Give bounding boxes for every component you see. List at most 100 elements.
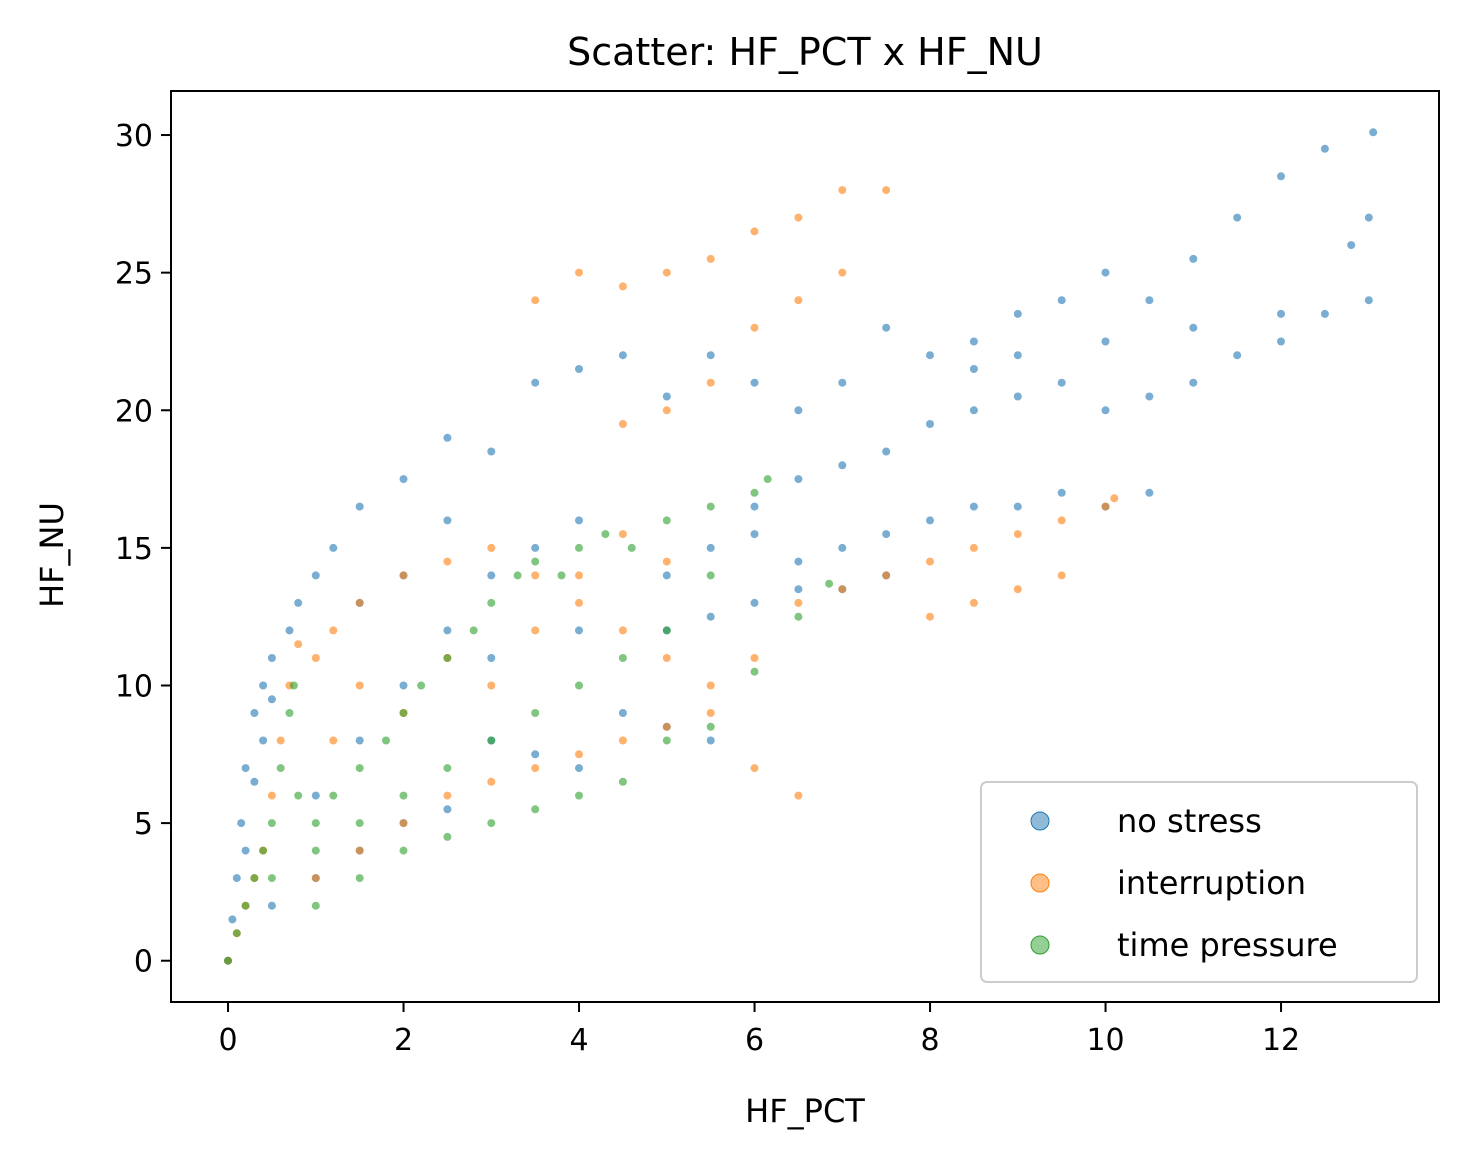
data-point <box>794 475 803 484</box>
data-point <box>969 406 978 415</box>
data-point <box>575 750 583 759</box>
data-point <box>1101 337 1110 346</box>
data-point <box>259 846 268 855</box>
data-point <box>232 874 241 883</box>
data-point <box>1364 296 1373 305</box>
legend-marker-time-pressure <box>1030 935 1050 955</box>
data-point <box>1101 406 1110 415</box>
data-point <box>355 598 364 607</box>
data-point <box>531 764 540 773</box>
data-point <box>487 571 496 580</box>
data-point <box>794 557 803 566</box>
data-point <box>259 681 268 690</box>
x-tick-label: 4 <box>569 1023 588 1058</box>
data-point <box>285 626 294 635</box>
data-point <box>1013 392 1022 401</box>
data-point <box>706 543 715 552</box>
data-point <box>355 502 364 511</box>
data-point <box>224 956 232 965</box>
legend-marker-no-stress <box>1030 811 1050 831</box>
data-point <box>1189 254 1198 263</box>
data-point <box>399 846 408 855</box>
data-point <box>882 447 891 456</box>
data-point <box>575 626 583 635</box>
data-point <box>267 654 276 662</box>
y-tick-label: 5 <box>134 807 153 842</box>
y-axis-ticks: 0 5 10 15 20 25 30 <box>115 119 171 980</box>
data-point <box>1233 213 1242 222</box>
data-point <box>575 681 583 690</box>
data-point <box>706 736 715 745</box>
data-point <box>1013 585 1022 594</box>
data-point <box>926 612 934 621</box>
legend-label-time-pressure: time pressure <box>1117 926 1338 964</box>
data-point <box>1189 378 1198 387</box>
data-point <box>575 598 583 607</box>
data-point <box>443 557 452 566</box>
data-point <box>662 557 671 566</box>
data-point <box>882 323 891 332</box>
data-point <box>575 571 583 580</box>
x-axis-ticks: 0 2 4 6 8 10 12 <box>218 1002 1300 1058</box>
data-point <box>276 736 285 745</box>
data-point <box>1101 502 1110 511</box>
data-point <box>487 736 496 745</box>
data-point <box>443 516 452 525</box>
data-point <box>531 543 540 552</box>
data-point <box>794 296 803 305</box>
data-point <box>513 571 522 580</box>
data-point <box>311 846 320 855</box>
data-point <box>531 296 540 305</box>
data-point <box>838 585 847 594</box>
data-point <box>969 502 978 511</box>
data-point <box>250 709 259 717</box>
x-tick-label: 8 <box>920 1023 939 1058</box>
data-point <box>825 579 834 588</box>
data-point <box>289 681 298 690</box>
data-point <box>311 654 320 662</box>
chart-title: Scatter: HF_PCT x HF_NU <box>567 30 1043 74</box>
data-point <box>443 832 452 841</box>
data-point <box>311 571 320 580</box>
data-point <box>487 447 496 456</box>
data-point <box>618 654 627 662</box>
legend-label-interruption: interruption <box>1117 864 1306 902</box>
data-point <box>1057 296 1066 305</box>
data-point <box>838 461 847 470</box>
data-point <box>443 764 452 773</box>
data-point <box>1145 392 1154 401</box>
data-point <box>417 681 426 690</box>
data-point <box>285 709 294 717</box>
data-point <box>1057 488 1066 497</box>
data-point <box>355 681 364 690</box>
y-tick-label: 25 <box>115 257 153 292</box>
data-point <box>618 777 627 786</box>
data-point <box>662 736 671 745</box>
data-point <box>267 695 276 704</box>
data-point <box>969 543 978 552</box>
data-point <box>267 791 276 800</box>
data-point <box>531 378 540 387</box>
data-point <box>706 681 715 690</box>
data-point <box>399 709 408 717</box>
data-point <box>706 722 715 731</box>
data-point <box>838 543 847 552</box>
data-point <box>706 254 715 263</box>
y-axis-label: HF_NU <box>33 502 71 608</box>
data-point <box>1320 309 1329 318</box>
data-point <box>311 791 320 800</box>
data-point <box>1369 128 1378 137</box>
y-tick-label: 10 <box>115 669 153 704</box>
data-point <box>763 475 772 484</box>
data-point <box>557 571 566 580</box>
data-point <box>662 516 671 525</box>
data-point <box>399 681 408 690</box>
data-point <box>443 433 452 442</box>
data-point <box>443 654 452 662</box>
data-point <box>794 406 803 415</box>
y-tick-label: 20 <box>115 394 153 429</box>
series-time-pressure <box>224 475 834 965</box>
data-point <box>355 846 364 855</box>
plot-area <box>170 90 1440 1003</box>
